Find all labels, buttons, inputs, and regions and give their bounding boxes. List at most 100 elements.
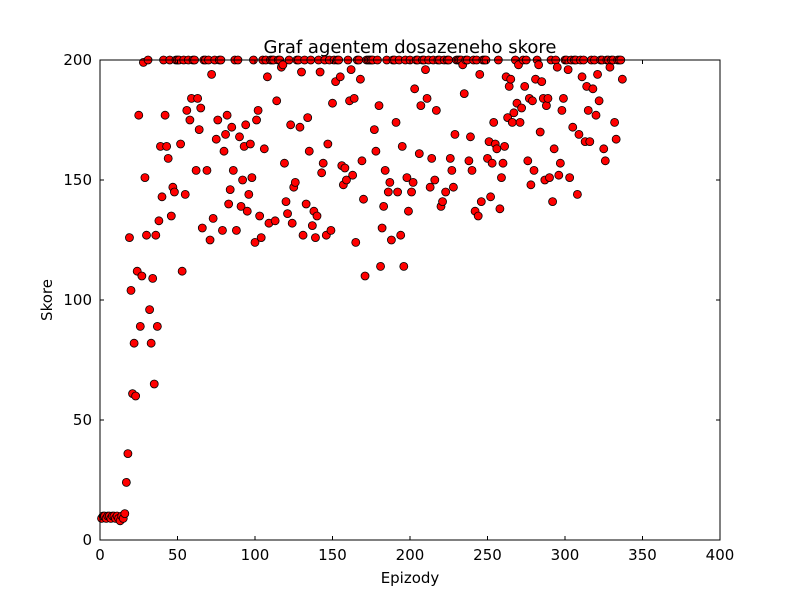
data-point	[304, 146, 314, 156]
x-axis: 0 50 100 150 200 250 300 350 400	[95, 60, 734, 564]
x-tick-label: 0	[95, 546, 105, 564]
data-point	[593, 70, 602, 79]
data-point	[486, 192, 496, 202]
data-point	[557, 106, 567, 115]
data-point	[507, 118, 517, 127]
data-point	[193, 94, 203, 103]
data-point	[191, 165, 201, 175]
data-point	[283, 209, 292, 219]
data-point	[208, 213, 218, 223]
data-point	[241, 120, 251, 130]
y-tick-label: 150	[63, 171, 92, 189]
data-point	[545, 173, 554, 183]
data-point	[447, 165, 457, 175]
data-point	[169, 187, 179, 197]
data-point	[228, 165, 238, 175]
data-point	[568, 122, 578, 132]
data-point	[605, 62, 615, 72]
data-point	[140, 173, 150, 183]
data-point	[591, 110, 601, 120]
data-point	[416, 101, 426, 110]
data-point	[504, 82, 514, 91]
data-point	[348, 170, 358, 180]
data-point	[431, 106, 441, 115]
data-point	[235, 132, 244, 142]
data-point	[149, 379, 159, 389]
data-point	[402, 173, 412, 183]
data-point	[225, 185, 235, 195]
data-point	[242, 206, 252, 216]
data-point	[135, 321, 145, 331]
data-point	[450, 129, 460, 139]
x-tick-label: 300	[551, 546, 580, 564]
data-point	[252, 115, 261, 125]
data-point	[349, 94, 359, 103]
data-point	[565, 173, 575, 183]
data-point	[391, 118, 401, 127]
data-point	[393, 187, 403, 197]
data-point	[335, 72, 345, 82]
data-point	[205, 235, 215, 245]
data-point	[466, 132, 475, 142]
data-point	[278, 60, 288, 70]
data-point	[414, 149, 424, 159]
data-point	[430, 175, 440, 185]
data-point	[385, 177, 395, 187]
data-point	[157, 192, 167, 202]
data-point	[535, 127, 545, 137]
data-point	[526, 180, 536, 190]
x-tick-label: 400	[706, 546, 735, 564]
data-point	[323, 139, 333, 149]
data-point	[259, 144, 269, 154]
data-point	[523, 156, 533, 166]
data-point	[459, 89, 469, 98]
data-point	[163, 153, 173, 163]
data-point	[495, 204, 505, 214]
data-point	[221, 129, 230, 139]
data-point	[611, 134, 621, 144]
data-point	[583, 106, 593, 115]
data-point	[397, 141, 407, 151]
data-point	[166, 211, 176, 221]
data-point	[577, 72, 587, 82]
data-point	[315, 67, 325, 77]
data-point	[207, 70, 217, 79]
data-point	[247, 173, 257, 183]
data-point	[542, 101, 551, 110]
data-point	[600, 156, 610, 166]
x-tick-label: 200	[396, 546, 425, 564]
data-point	[559, 94, 568, 103]
data-point	[123, 449, 133, 459]
data-point	[224, 199, 234, 209]
data-point	[297, 67, 306, 77]
data-point	[250, 237, 260, 247]
data-point	[410, 84, 420, 94]
data-point	[218, 225, 227, 235]
data-point	[355, 74, 365, 84]
data-point	[134, 110, 144, 120]
y-tick-label: 0	[82, 531, 92, 549]
data-point	[379, 201, 389, 211]
data-point	[307, 221, 317, 231]
data-point	[407, 187, 416, 197]
data-point	[438, 197, 447, 207]
data-point	[197, 223, 207, 233]
y-tick-label: 50	[73, 411, 92, 429]
data-point	[549, 144, 559, 154]
data-point	[528, 96, 537, 106]
data-point	[154, 216, 164, 226]
data-point	[357, 156, 367, 166]
y-axis-label: Skore	[38, 279, 56, 321]
x-tick-label: 50	[168, 546, 187, 564]
chart-title: Graf agentem dosazeneho skore	[263, 37, 556, 58]
data-point	[298, 230, 308, 240]
data-point	[137, 271, 147, 281]
data-point	[295, 122, 305, 132]
data-point	[317, 168, 327, 178]
data-point	[610, 118, 619, 127]
data-point	[399, 261, 409, 271]
data-point	[374, 101, 384, 110]
data-point	[588, 84, 598, 94]
data-point	[255, 211, 265, 221]
